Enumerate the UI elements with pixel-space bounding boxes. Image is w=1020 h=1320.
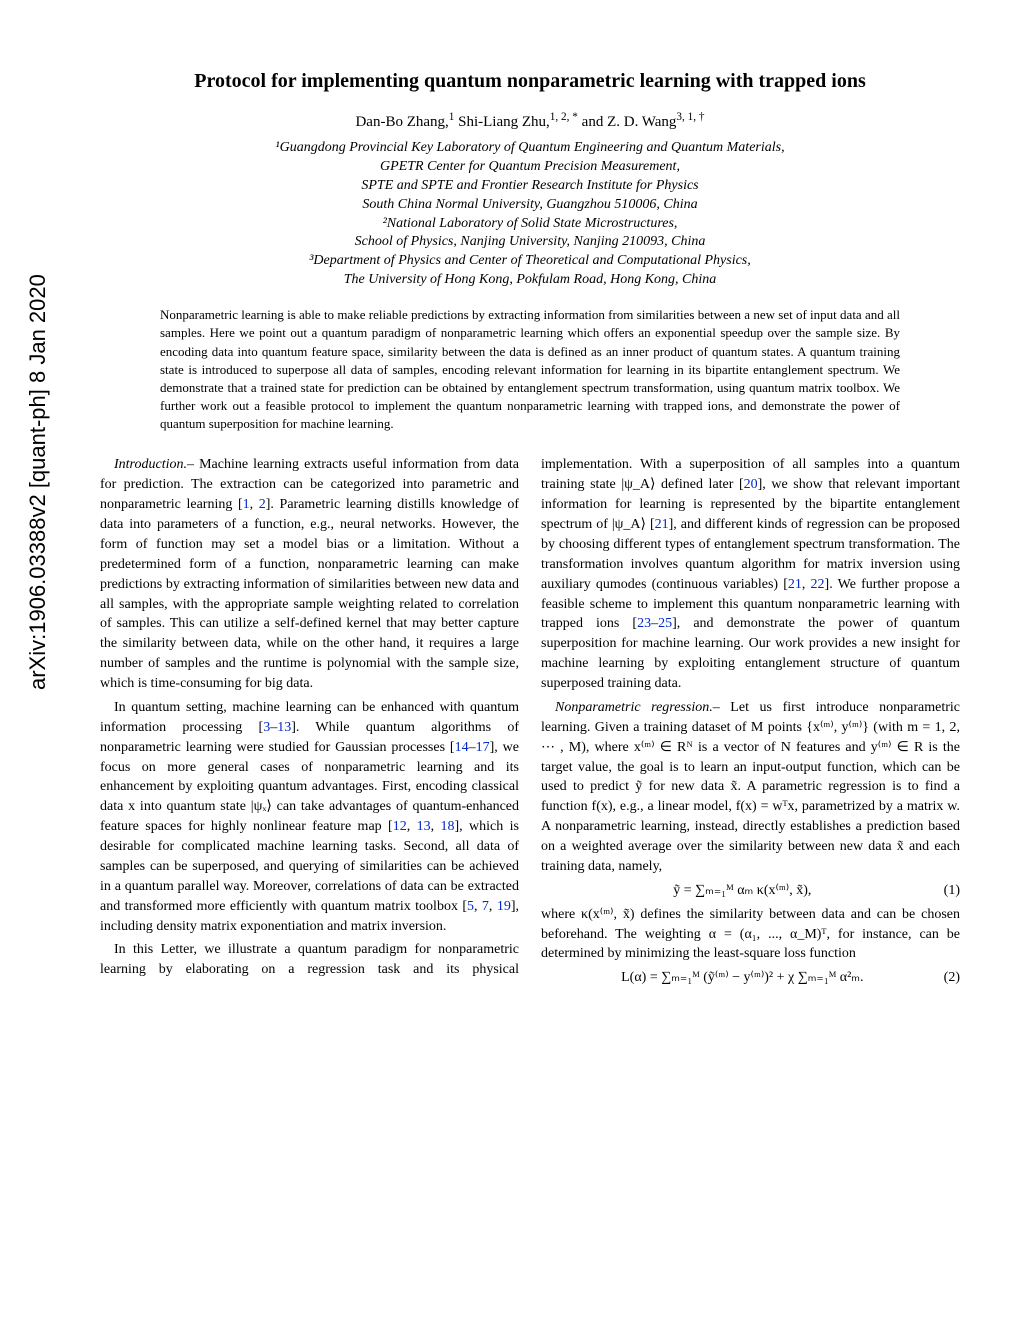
- equation-body: ỹ = ∑ₘ₌₁ᴹ αₘ κ(x⁽ᵐ⁾, x̃),: [673, 883, 811, 898]
- paragraph-nonparam: Nonparametric regression.– Let us first …: [541, 698, 960, 877]
- arxiv-identifier: arXiv:1906.03388v2 [quant-ph] 8 Jan 2020: [25, 274, 51, 690]
- affiliations-block: ¹Guangdong Provincial Key Laboratory of …: [100, 139, 960, 290]
- equation-body: L(α) = ∑ₘ₌₁ᴹ (ỹ⁽ᵐ⁾ − y⁽ᵐ⁾)² + χ ∑ₘ₌₁ᴹ α²…: [621, 970, 863, 985]
- paper-page: arXiv:1906.03388v2 [quant-ph] 8 Jan 2020…: [0, 0, 1020, 1320]
- paragraph: In quantum setting, machine learning can…: [100, 698, 519, 937]
- text: Let us first introduce nonparametric lea…: [541, 700, 960, 874]
- text: ,: [407, 819, 417, 834]
- citation[interactable]: 20: [744, 477, 758, 492]
- paper-title: Protocol for implementing quantum nonpar…: [100, 70, 960, 93]
- equation-2: L(α) = ∑ₘ₌₁ᴹ (ỹ⁽ᵐ⁾ − y⁽ᵐ⁾)² + χ ∑ₘ₌₁ᴹ α²…: [541, 968, 960, 988]
- text: –: [469, 740, 476, 755]
- citation[interactable]: 14: [455, 740, 469, 755]
- citation[interactable]: 17: [476, 740, 490, 755]
- text: ,: [431, 819, 441, 834]
- citation[interactable]: 13: [417, 819, 431, 834]
- citation[interactable]: 18: [441, 819, 455, 834]
- body-columns: Introduction.– Machine learning extracts…: [100, 455, 960, 988]
- section-head-intro: Introduction.–: [114, 457, 194, 472]
- text: ,: [489, 899, 497, 914]
- section-head-nonparam: Nonparametric regression.–: [555, 700, 720, 715]
- citation[interactable]: 21: [788, 577, 802, 592]
- authors-line: Dan-Bo Zhang,1 Shi-Liang Zhu,1, 2, * and…: [100, 111, 960, 131]
- text: ,: [474, 899, 482, 914]
- citation[interactable]: 19: [497, 899, 511, 914]
- citation[interactable]: 23: [637, 616, 651, 631]
- text: ,: [250, 497, 259, 512]
- text: ,: [802, 577, 811, 592]
- paragraph: where κ(x⁽ᵐ⁾, x̃) defines the similarity…: [541, 905, 960, 965]
- equation-1: ỹ = ∑ₘ₌₁ᴹ αₘ κ(x⁽ᵐ⁾, x̃), (1): [541, 881, 960, 901]
- equation-number: (1): [944, 881, 960, 901]
- citation[interactable]: 2: [259, 497, 266, 512]
- citation[interactable]: 13: [277, 720, 291, 735]
- citation[interactable]: 1: [243, 497, 250, 512]
- text: ]. Parametric learning distills knowledg…: [100, 497, 519, 691]
- citation[interactable]: 5: [467, 899, 474, 914]
- citation[interactable]: 12: [393, 819, 407, 834]
- equation-number: (2): [944, 968, 960, 988]
- citation[interactable]: 25: [658, 616, 672, 631]
- citation[interactable]: 7: [482, 899, 489, 914]
- paragraph-intro: Introduction.– Machine learning extracts…: [100, 455, 519, 694]
- abstract: Nonparametric learning is able to make r…: [160, 306, 900, 433]
- citation[interactable]: 21: [655, 517, 669, 532]
- citation[interactable]: 22: [811, 577, 825, 592]
